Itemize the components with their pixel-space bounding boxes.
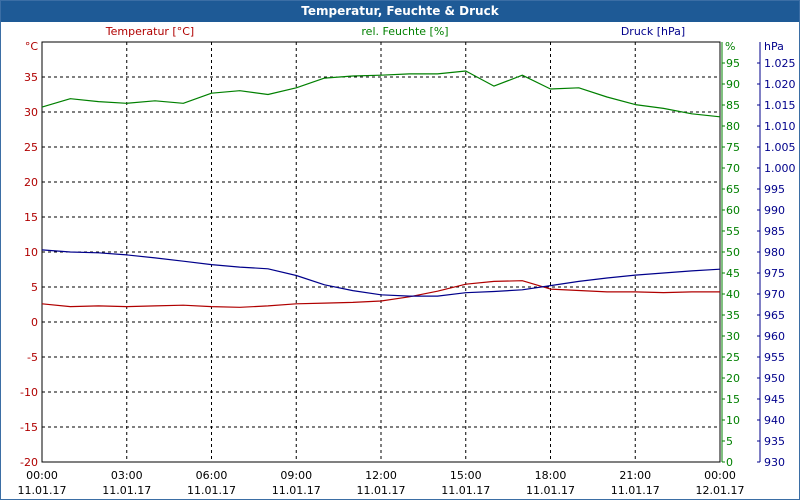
pressure-tick-label: 1.000 [764,162,796,175]
pressure-unit-label: hPa [764,40,784,53]
pressure-tick-label: 930 [764,456,785,469]
chart-title: Temperatur, Feuchte & Druck [1,1,799,22]
pressure-tick-label: 1.005 [764,141,796,154]
pressure-tick-label: 975 [764,267,785,280]
humidity-line [41,70,721,118]
pressure-tick-label: 965 [764,309,785,322]
humidity-tick-label: 95 [726,57,740,70]
temperature-tick-label: 5 [31,281,38,294]
temperature-tick-label: 35 [24,71,38,84]
humidity-tick-label: 50 [726,246,740,259]
x-tick-time-label: 21:00 [619,469,651,482]
pressure-tick-label: 985 [764,225,785,238]
x-tick-date-label: 11.01.17 [102,484,151,497]
x-tick-date-label: 11.01.17 [357,484,406,497]
humidity-tick-label: 5 [726,435,733,448]
temperature-tick-label: -10 [20,386,38,399]
temperature-tick-label: 20 [24,176,38,189]
temperature-tick-label: -20 [20,456,38,469]
x-tick-time-label: 06:00 [196,469,228,482]
humidity-tick-label: 60 [726,204,740,217]
temperature-tick-label: 15 [24,211,38,224]
pressure-tick-label: 955 [764,351,785,364]
pressure-tick-label: 960 [764,330,785,343]
humidity-tick-label: 45 [726,267,740,280]
x-tick-time-label: 03:00 [111,469,143,482]
pressure-line [41,249,721,297]
humidity-tick-label: 90 [726,78,740,91]
x-tick-date-label: 11.01.17 [526,484,575,497]
x-tick-date-label: 12.01.17 [696,484,745,497]
humidity-tick-label: 80 [726,120,740,133]
x-tick-date-label: 11.01.17 [441,484,490,497]
pressure-tick-label: 1.025 [764,57,796,70]
temperature-tick-label: 0 [31,316,38,329]
pressure-tick-label: 945 [764,393,785,406]
x-tick-time-label: 00:00 [704,469,736,482]
humidity-tick-label: 35 [726,309,740,322]
humidity-tick-label: 30 [726,330,740,343]
humidity-tick-label: 10 [726,414,740,427]
x-tick-time-label: 15:00 [450,469,482,482]
x-tick-time-label: 00:00 [26,469,58,482]
x-tick-date-label: 11.01.17 [187,484,236,497]
humidity-tick-label: 65 [726,183,740,196]
humidity-axis-title: rel. Feuchte [%] [361,25,448,38]
pressure-tick-label: 995 [764,183,785,196]
humidity-unit-label: % [725,40,735,53]
pressure-tick-label: 980 [764,246,785,259]
humidity-tick-label: 15 [726,393,740,406]
x-tick-time-label: 12:00 [365,469,397,482]
x-tick-time-label: 18:00 [535,469,567,482]
humidity-tick-label: 20 [726,372,740,385]
temperature-tick-label: -5 [27,351,38,364]
pressure-axis-title: Druck [hPa] [621,25,685,38]
temperature-unit-label: °C [25,40,39,53]
pressure-tick-label: 940 [764,414,785,427]
temperature-tick-label: 10 [24,246,38,259]
x-tick-date-label: 11.01.17 [18,484,67,497]
x-tick-date-label: 11.01.17 [611,484,660,497]
humidity-tick-label: 85 [726,99,740,112]
temperature-axis-title: Temperatur [°C] [105,25,194,38]
temperature-line [41,280,720,308]
pressure-tick-label: 950 [764,372,785,385]
temperature-tick-label: 25 [24,141,38,154]
humidity-tick-label: 70 [726,162,740,175]
pressure-tick-label: 935 [764,435,785,448]
pressure-tick-label: 1.020 [764,78,796,91]
pressure-tick-label: 990 [764,204,785,217]
x-tick-time-label: 09:00 [280,469,312,482]
humidity-tick-label: 0 [726,456,733,469]
pressure-tick-label: 1.010 [764,120,796,133]
humidity-tick-label: 75 [726,141,740,154]
humidity-tick-label: 40 [726,288,740,301]
pressure-tick-label: 970 [764,288,785,301]
x-tick-date-label: 11.01.17 [272,484,321,497]
temperature-tick-label: -15 [20,421,38,434]
humidity-tick-label: 25 [726,351,740,364]
temperature-tick-label: 30 [24,106,38,119]
humidity-tick-label: 55 [726,225,740,238]
pressure-tick-label: 1.015 [764,99,796,112]
